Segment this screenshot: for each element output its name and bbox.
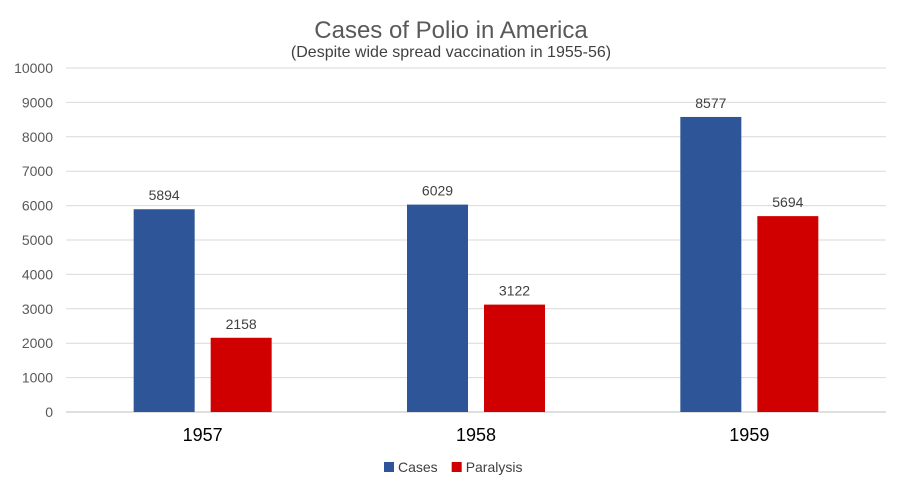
x-tick-label: 1957 (183, 425, 223, 445)
y-tick-label: 2000 (22, 335, 53, 351)
bar-paralysis-1959 (757, 216, 819, 412)
gridlines (66, 67, 886, 413)
legend-swatch-paralysis (451, 462, 462, 472)
x-axis-ticks: 1957 1958 1959 (183, 425, 770, 445)
y-tick-label: 10000 (14, 60, 53, 76)
y-tick-label: 6000 (22, 198, 53, 214)
bar-paralysis-1958 (484, 304, 545, 412)
y-tick-label: 3000 (22, 301, 53, 317)
y-tick-label: 5000 (22, 232, 53, 248)
y-tick-label: 8000 (22, 129, 53, 145)
legend-label-cases: Cases (398, 459, 438, 475)
y-tick-label: 4000 (22, 266, 53, 282)
bars (133, 116, 819, 412)
y-tick-label: 0 (45, 404, 53, 420)
bar-cases-1957 (133, 209, 195, 412)
data-label: 2158 (226, 316, 257, 332)
legend: Cases Paralysis (384, 459, 522, 475)
y-tick-label: 1000 (22, 370, 53, 386)
legend-label-paralysis: Paralysis (466, 459, 523, 475)
data-labels: 5894 2158 6029 3122 8577 5694 (149, 95, 804, 332)
bar-cases-1959 (680, 116, 742, 412)
bar-cases-1958 (407, 204, 468, 412)
legend-swatch-cases (384, 462, 394, 472)
x-tick-label: 1958 (456, 425, 496, 445)
data-label: 6029 (422, 183, 453, 199)
data-label: 8577 (695, 95, 726, 111)
bar-paralysis-1957 (210, 337, 272, 412)
y-axis-ticks: 0 1000 2000 3000 4000 5000 6000 7000 8000 9000 100… (14, 60, 53, 420)
data-label: 5694 (772, 194, 803, 210)
x-tick-label: 1959 (729, 425, 769, 445)
data-label: 3122 (499, 283, 530, 299)
chart-subtitle: (Despite wide spread vaccination in 1955… (291, 44, 611, 61)
chart-title: Cases of Polio in America (314, 17, 588, 44)
y-tick-label: 7000 (22, 163, 53, 179)
y-tick-label: 9000 (22, 94, 53, 110)
data-label: 5894 (149, 187, 180, 203)
